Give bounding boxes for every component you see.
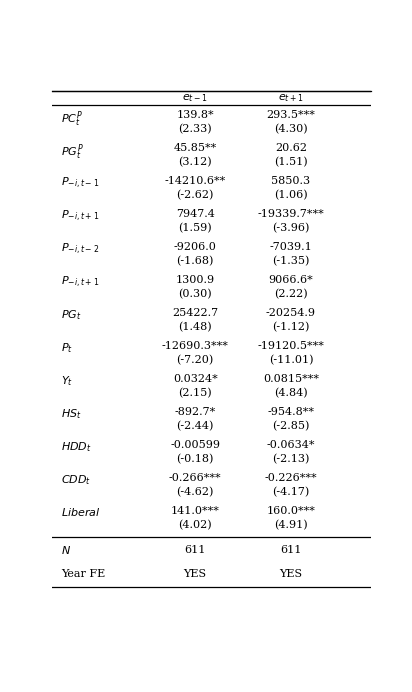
- Text: -0.00599: -0.00599: [170, 440, 220, 450]
- Text: -0.266***: -0.266***: [169, 473, 222, 483]
- Text: (1.06): (1.06): [274, 190, 308, 200]
- Text: 25422.7: 25422.7: [172, 308, 218, 318]
- Text: -19120.5***: -19120.5***: [258, 341, 324, 351]
- Text: $P_t$: $P_t$: [61, 341, 73, 355]
- Text: $PG_t^P$: $PG_t^P$: [61, 143, 84, 163]
- Text: 611: 611: [185, 545, 206, 555]
- Text: (-1.68): (-1.68): [176, 256, 214, 266]
- Text: $N$: $N$: [61, 544, 71, 556]
- Text: (-7.20): (-7.20): [177, 355, 214, 365]
- Text: 45.85**: 45.85**: [173, 143, 217, 153]
- Text: $P_{-i,t-2}$: $P_{-i,t-2}$: [61, 242, 99, 257]
- Text: Year FE: Year FE: [61, 569, 105, 579]
- Text: 0.0324*: 0.0324*: [173, 374, 218, 384]
- Text: (-3.96): (-3.96): [272, 223, 310, 233]
- Text: $e_{t-1}$: $e_{t-1}$: [183, 93, 208, 104]
- Text: -954.8**: -954.8**: [267, 407, 314, 417]
- Text: (1.59): (1.59): [178, 223, 212, 233]
- Text: $P_{-i,t+1}$: $P_{-i,t+1}$: [61, 275, 99, 290]
- Text: $HS_t$: $HS_t$: [61, 407, 82, 421]
- Text: 0.0815***: 0.0815***: [263, 374, 319, 384]
- Text: (-1.12): (-1.12): [272, 322, 310, 332]
- Text: -0.226***: -0.226***: [265, 473, 317, 483]
- Text: (3.12): (3.12): [178, 156, 212, 167]
- Text: 5850.3: 5850.3: [272, 176, 311, 185]
- Text: (2.22): (2.22): [274, 289, 308, 299]
- Text: $HDD_t$: $HDD_t$: [61, 440, 92, 454]
- Text: $P_{-i,t-1}$: $P_{-i,t-1}$: [61, 176, 99, 191]
- Text: $e_{t+1}$: $e_{t+1}$: [278, 93, 304, 104]
- Text: (4.91): (4.91): [274, 520, 308, 531]
- Text: -7039.1: -7039.1: [269, 242, 312, 252]
- Text: 7947.4: 7947.4: [176, 209, 215, 219]
- Text: -19339.7***: -19339.7***: [258, 209, 324, 219]
- Text: $Y_t$: $Y_t$: [61, 374, 73, 388]
- Text: (4.84): (4.84): [274, 388, 308, 399]
- Text: (-4.17): (-4.17): [272, 487, 309, 498]
- Text: (1.51): (1.51): [274, 156, 308, 167]
- Text: (0.30): (0.30): [178, 289, 212, 299]
- Text: (4.02): (4.02): [178, 520, 212, 531]
- Text: -12690.3***: -12690.3***: [162, 341, 229, 351]
- Text: 141.0***: 141.0***: [171, 507, 220, 516]
- Text: (-11.01): (-11.01): [269, 355, 313, 365]
- Text: (-4.62): (-4.62): [176, 487, 214, 498]
- Text: -20254.9: -20254.9: [266, 308, 316, 318]
- Text: (2.33): (2.33): [178, 124, 212, 134]
- Text: YES: YES: [184, 569, 207, 579]
- Text: (-0.18): (-0.18): [176, 454, 214, 464]
- Text: (-1.35): (-1.35): [272, 256, 310, 266]
- Text: 20.62: 20.62: [275, 143, 307, 153]
- Text: YES: YES: [279, 569, 302, 579]
- Text: -14210.6**: -14210.6**: [164, 176, 226, 185]
- Text: (2.15): (2.15): [178, 388, 212, 399]
- Text: (4.30): (4.30): [274, 124, 308, 134]
- Text: (-2.85): (-2.85): [272, 421, 310, 431]
- Text: 139.8*: 139.8*: [176, 110, 214, 120]
- Text: (-2.13): (-2.13): [272, 454, 310, 464]
- Text: 293.5***: 293.5***: [267, 110, 316, 120]
- Text: (-2.62): (-2.62): [176, 190, 214, 200]
- Text: -892.7*: -892.7*: [175, 407, 216, 417]
- Text: $Liberal$: $Liberal$: [61, 507, 101, 518]
- Text: 9066.6*: 9066.6*: [269, 275, 314, 285]
- Text: $PC_t^P$: $PC_t^P$: [61, 110, 83, 129]
- Text: $P_{-i,t+1}$: $P_{-i,t+1}$: [61, 209, 99, 224]
- Text: -0.0634*: -0.0634*: [267, 440, 315, 450]
- Text: 611: 611: [280, 545, 302, 555]
- Text: (1.48): (1.48): [178, 322, 212, 332]
- Text: 1300.9: 1300.9: [176, 275, 215, 285]
- Text: 160.0***: 160.0***: [267, 507, 316, 516]
- Text: (-2.44): (-2.44): [176, 421, 214, 431]
- Text: $PG_t$: $PG_t$: [61, 308, 82, 322]
- Text: $CDD_t$: $CDD_t$: [61, 473, 91, 487]
- Text: -9206.0: -9206.0: [174, 242, 217, 252]
